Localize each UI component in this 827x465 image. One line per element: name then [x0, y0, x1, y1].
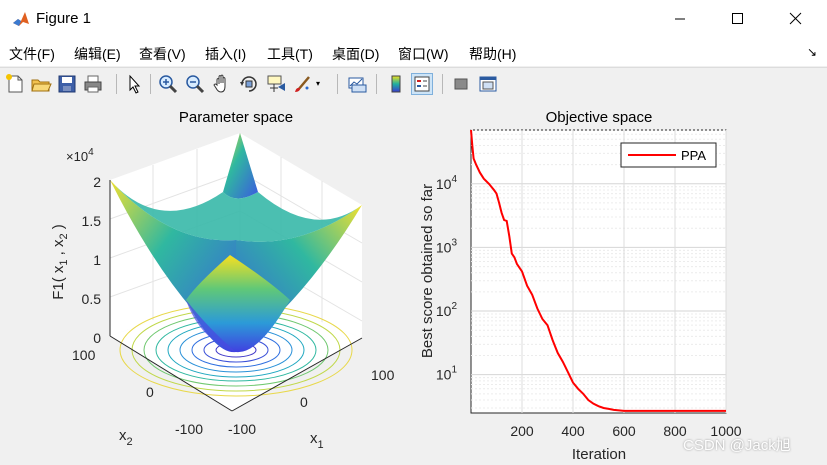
- x1-tick-labels: -100 0 100: [228, 367, 395, 437]
- z-axis-label: F1( x1 , x2 ): [50, 224, 70, 300]
- x-tick-label: 600: [612, 423, 636, 439]
- window-title: Figure 1: [36, 10, 92, 27]
- menu-edit[interactable]: 编辑(E): [74, 46, 121, 62]
- x-tick-label: 200: [510, 423, 534, 439]
- svg-text:-100: -100: [228, 421, 256, 437]
- menu-window[interactable]: 窗口(W): [398, 46, 449, 62]
- x-tick-label: 800: [663, 423, 687, 439]
- right-plot-title: Objective space: [546, 109, 653, 126]
- watermark: CSDN @Jack旭: [683, 437, 791, 454]
- x-tick-labels: 200 400 600 800 1000: [510, 423, 741, 439]
- x2-axis-line: [109, 335, 233, 412]
- toolbar-separator: [150, 74, 151, 94]
- menu-insert[interactable]: 插入(I): [205, 46, 247, 62]
- new-figure-icon[interactable]: [4, 73, 26, 95]
- svg-text:2: 2: [93, 174, 101, 190]
- print-icon[interactable]: [82, 73, 104, 95]
- toolbar-separator: [442, 74, 443, 94]
- right-plot-box: [470, 129, 727, 414]
- legend-icon[interactable]: [411, 73, 433, 95]
- exponent-label: ×104: [66, 147, 94, 164]
- y-tick-labels: 101 102 103 104: [436, 174, 458, 383]
- x1-axis-label: x1: [310, 430, 324, 451]
- y-tick-label: 103: [436, 237, 458, 255]
- surface-back-peak: [223, 133, 258, 199]
- menu-desktop[interactable]: 桌面(D): [332, 46, 380, 62]
- z-tick-labels: 0 0.5 1 1.5 2: [82, 174, 102, 346]
- save-icon[interactable]: [56, 73, 78, 95]
- pan-icon[interactable]: [211, 73, 233, 95]
- svg-text:0: 0: [300, 394, 308, 410]
- dock-figure-icon[interactable]: ↘: [806, 45, 817, 59]
- x1-axis-line: [231, 337, 363, 412]
- legend-label-ppa: PPA: [681, 148, 706, 163]
- rotate-3d-icon[interactable]: [238, 73, 260, 95]
- surface-front-peak: [186, 255, 290, 353]
- figure-toolbar: ▾: [0, 67, 827, 101]
- svg-text:100: 100: [72, 347, 96, 363]
- hide-plot-tools-icon[interactable]: [450, 73, 472, 95]
- toolbar-separator: [337, 74, 338, 94]
- surface-back-bowl: [110, 180, 362, 242]
- menu-help[interactable]: 帮助(H): [469, 46, 517, 62]
- parameter-space-axes[interactable]: Parameter space: [50, 109, 395, 451]
- menu-bar: 文件(F) 编辑(E) 查看(V) 插入(I) 工具(T) 桌面(D) 窗口(W…: [0, 38, 827, 66]
- zoom-in-icon[interactable]: [157, 73, 179, 95]
- toolbar-separator: [376, 74, 377, 94]
- menu-view[interactable]: 查看(V): [139, 46, 186, 62]
- minimize-button[interactable]: [657, 0, 703, 38]
- show-plot-tools-icon[interactable]: [477, 73, 499, 95]
- link-plot-icon[interactable]: [346, 73, 368, 95]
- matlab-logo-icon: [12, 10, 30, 33]
- svg-text:100: 100: [371, 367, 395, 383]
- y-axis-label: Best score obtained so far: [419, 184, 436, 358]
- y-tick-label: 104: [436, 174, 458, 192]
- pointer-icon[interactable]: [123, 73, 145, 95]
- left-plot-title: Parameter space: [179, 109, 293, 126]
- x-tick-label: 400: [561, 423, 585, 439]
- svg-text:0: 0: [146, 384, 154, 400]
- brush-dropdown-icon[interactable]: ▾: [316, 79, 321, 88]
- series-ppa-line: [470, 129, 726, 412]
- y-tick-label: 101: [436, 365, 458, 383]
- menu-file[interactable]: 文件(F): [9, 46, 55, 62]
- data-cursor-icon[interactable]: [265, 73, 287, 95]
- open-file-icon[interactable]: [30, 73, 52, 95]
- svg-text:1.5: 1.5: [82, 213, 102, 229]
- close-button[interactable]: [772, 0, 818, 38]
- legend[interactable]: PPA: [620, 142, 717, 168]
- toolbar-separator: [116, 74, 117, 94]
- title-bar: Figure 1: [0, 0, 827, 38]
- x-axis-label: Iteration: [572, 446, 626, 463]
- figure-canvas: Parameter space: [0, 100, 827, 465]
- svg-text:0: 0: [93, 330, 101, 346]
- menu-tools[interactable]: 工具(T): [267, 46, 313, 62]
- y-tick-label: 102: [436, 301, 458, 319]
- zoom-out-icon[interactable]: [184, 73, 206, 95]
- brush-icon[interactable]: [292, 73, 314, 95]
- objective-space-axes[interactable]: Objective space 200 400 600 800 1000 1011021…: [419, 109, 742, 463]
- x-tick-label: 1000: [710, 423, 741, 439]
- svg-text:-100: -100: [175, 421, 203, 437]
- svg-text:1: 1: [93, 252, 101, 268]
- colorbar-icon[interactable]: [385, 73, 407, 95]
- maximize-button[interactable]: [714, 0, 760, 38]
- x2-axis-label: x2: [119, 427, 133, 448]
- svg-text:0.5: 0.5: [82, 291, 102, 307]
- x2-tick-labels: 100 0 -100: [72, 347, 203, 437]
